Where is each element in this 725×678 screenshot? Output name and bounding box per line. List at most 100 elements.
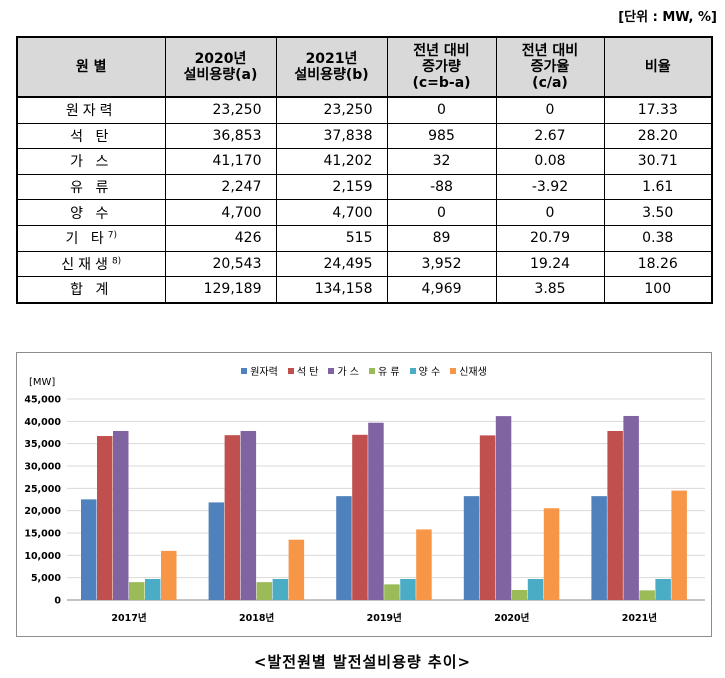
cap2021-cell: 37,838 <box>275 122 388 150</box>
diff-cell: 32 <box>386 148 497 175</box>
header-source: 원 별 <box>16 36 166 98</box>
table-row: 합 계 129,189 134,158 4,969 3.85 100 <box>16 276 713 304</box>
rate-cell: -3.92 <box>495 173 605 201</box>
bar-3-1 <box>479 435 496 600</box>
table-row: 가 스 41,170 41,202 32 0.08 30.71 <box>16 148 713 175</box>
bar-1-4 <box>272 579 289 600</box>
source-cell: 가 스 <box>16 148 166 175</box>
share-cell: 3.50 <box>603 199 713 226</box>
bar-2-3 <box>384 584 400 600</box>
cap2020-cell: 129,189 <box>164 276 277 304</box>
source-cell: 기 타7) <box>16 224 166 252</box>
source-cell: 석 탄 <box>16 122 166 150</box>
share-cell: 1.61 <box>603 173 713 201</box>
y-tick-label: 25,000 <box>24 484 61 495</box>
cap2020-cell: 20,543 <box>164 250 277 278</box>
cap2021-cell: 515 <box>275 224 388 252</box>
y-tick-label: 40,000 <box>24 417 61 428</box>
source-cell: 신재생8) <box>16 250 166 278</box>
bar-2-0 <box>336 496 352 600</box>
legend-label: 가 스 <box>337 367 359 378</box>
bar-2-4 <box>400 579 416 600</box>
y-tick-label: 10,000 <box>24 551 61 562</box>
capacity-table: 원 별 2020년 설비용량(a) 2021년 설비용량(b) 전년 대비 증가량 (c… <box>16 36 713 304</box>
x-tick-label: 2021년 <box>622 612 657 624</box>
share-cell: 0.38 <box>603 224 713 252</box>
x-tick-label: 2017년 <box>111 612 146 624</box>
y-tick-label: 15,000 <box>24 529 61 540</box>
bar-0-4 <box>145 579 161 600</box>
diff-cell: 0 <box>386 199 497 226</box>
cap2021-cell: 24,495 <box>275 250 388 278</box>
header-diff: 전년 대비 증가량 (c=b-a) <box>386 36 497 98</box>
bar-0-3 <box>129 582 145 600</box>
x-tick-label: 2020년 <box>494 612 529 624</box>
bar-4-4 <box>655 579 671 600</box>
y-tick-label: 0 <box>54 596 61 607</box>
share-cell: 30.71 <box>603 148 713 175</box>
bar-1-5 <box>288 539 305 600</box>
diff-cell: 4,969 <box>386 276 497 304</box>
legend-swatch <box>328 367 335 374</box>
legend-item: 유 류 <box>369 363 400 378</box>
x-tick-label: 2019년 <box>367 612 402 624</box>
table-row: 기 타7) 426 515 89 20.79 0.38 <box>16 224 713 252</box>
share-cell: 100 <box>603 276 713 304</box>
diff-cell: 89 <box>386 224 497 252</box>
table-row: 원자력 23,250 23,250 0 0 17.33 <box>16 96 713 124</box>
bar-1-2 <box>240 430 257 600</box>
bar-1-0 <box>208 502 225 600</box>
bar-1-3 <box>256 582 273 600</box>
legend-swatch <box>287 367 294 374</box>
diff-cell: 3,952 <box>386 250 497 278</box>
bar-4-0 <box>591 496 607 600</box>
x-tick-label: 2018년 <box>239 612 274 624</box>
bar-0-1 <box>97 436 113 600</box>
footnote-mark: 7) <box>107 230 117 241</box>
chart-caption: <발전원별 발전설비용량 추이> <box>253 653 472 671</box>
rate-cell: 0 <box>495 96 605 124</box>
unit-note: [단위 : MW, %] <box>618 10 717 25</box>
bar-4-5 <box>671 490 687 600</box>
table-row: 유 류 2,247 2,159 -88 -3.92 1.61 <box>16 173 713 201</box>
y-tick-label: 20,000 <box>24 506 61 517</box>
rate-cell: 20.79 <box>495 224 605 252</box>
source-cell: 양 수 <box>16 199 166 226</box>
source-cell: 유 류 <box>16 173 166 201</box>
y-tick-label: 30,000 <box>24 462 61 473</box>
share-cell: 17.33 <box>603 96 713 124</box>
legend-item: 가 스 <box>328 363 359 378</box>
source-cell: 합 계 <box>16 276 166 304</box>
y-tick-label: 45,000 <box>24 395 61 406</box>
diff-cell: 985 <box>386 122 497 150</box>
bar-2-5 <box>416 529 432 600</box>
bar-3-0 <box>463 496 480 600</box>
cap2021-cell: 4,700 <box>275 199 388 226</box>
bar-0-2 <box>113 430 129 600</box>
cap2021-cell: 134,158 <box>275 276 388 304</box>
bar-4-2 <box>623 415 639 600</box>
cap2020-cell: 36,853 <box>164 122 277 150</box>
header-cap2020: 2020년 설비용량(a) <box>164 36 277 98</box>
header-cap2021: 2021년 설비용량(b) <box>275 36 388 98</box>
chart-plot: [MW] 0 5,000 10,000 15,000 20,000 25,000 30,000… <box>24 377 705 624</box>
rate-cell: 0 <box>495 199 605 226</box>
rate-cell: 0.08 <box>495 148 605 175</box>
legend-label: 유 류 <box>378 367 400 378</box>
bar-2-2 <box>368 422 384 600</box>
source-cell: 원자력 <box>16 96 166 124</box>
y-tick-label: 5,000 <box>31 573 61 584</box>
y-axis-label: [MW] <box>29 377 55 388</box>
legend-item: 신재생 <box>450 363 487 378</box>
diff-cell: -88 <box>386 173 497 201</box>
cap2020-cell: 4,700 <box>164 199 277 226</box>
header-share: 비율 <box>603 36 713 98</box>
bar-3-4 <box>527 579 544 600</box>
bar-0-0 <box>81 499 97 600</box>
table-row: 양 수 4,700 4,700 0 0 3.50 <box>16 199 713 226</box>
table-row: 석 탄 36,853 37,838 985 2.67 28.20 <box>16 122 713 150</box>
legend-label: 석 탄 <box>296 367 319 378</box>
cap2021-cell: 41,202 <box>275 148 388 175</box>
cap2021-cell: 23,250 <box>275 96 388 124</box>
legend-swatch <box>241 367 248 374</box>
